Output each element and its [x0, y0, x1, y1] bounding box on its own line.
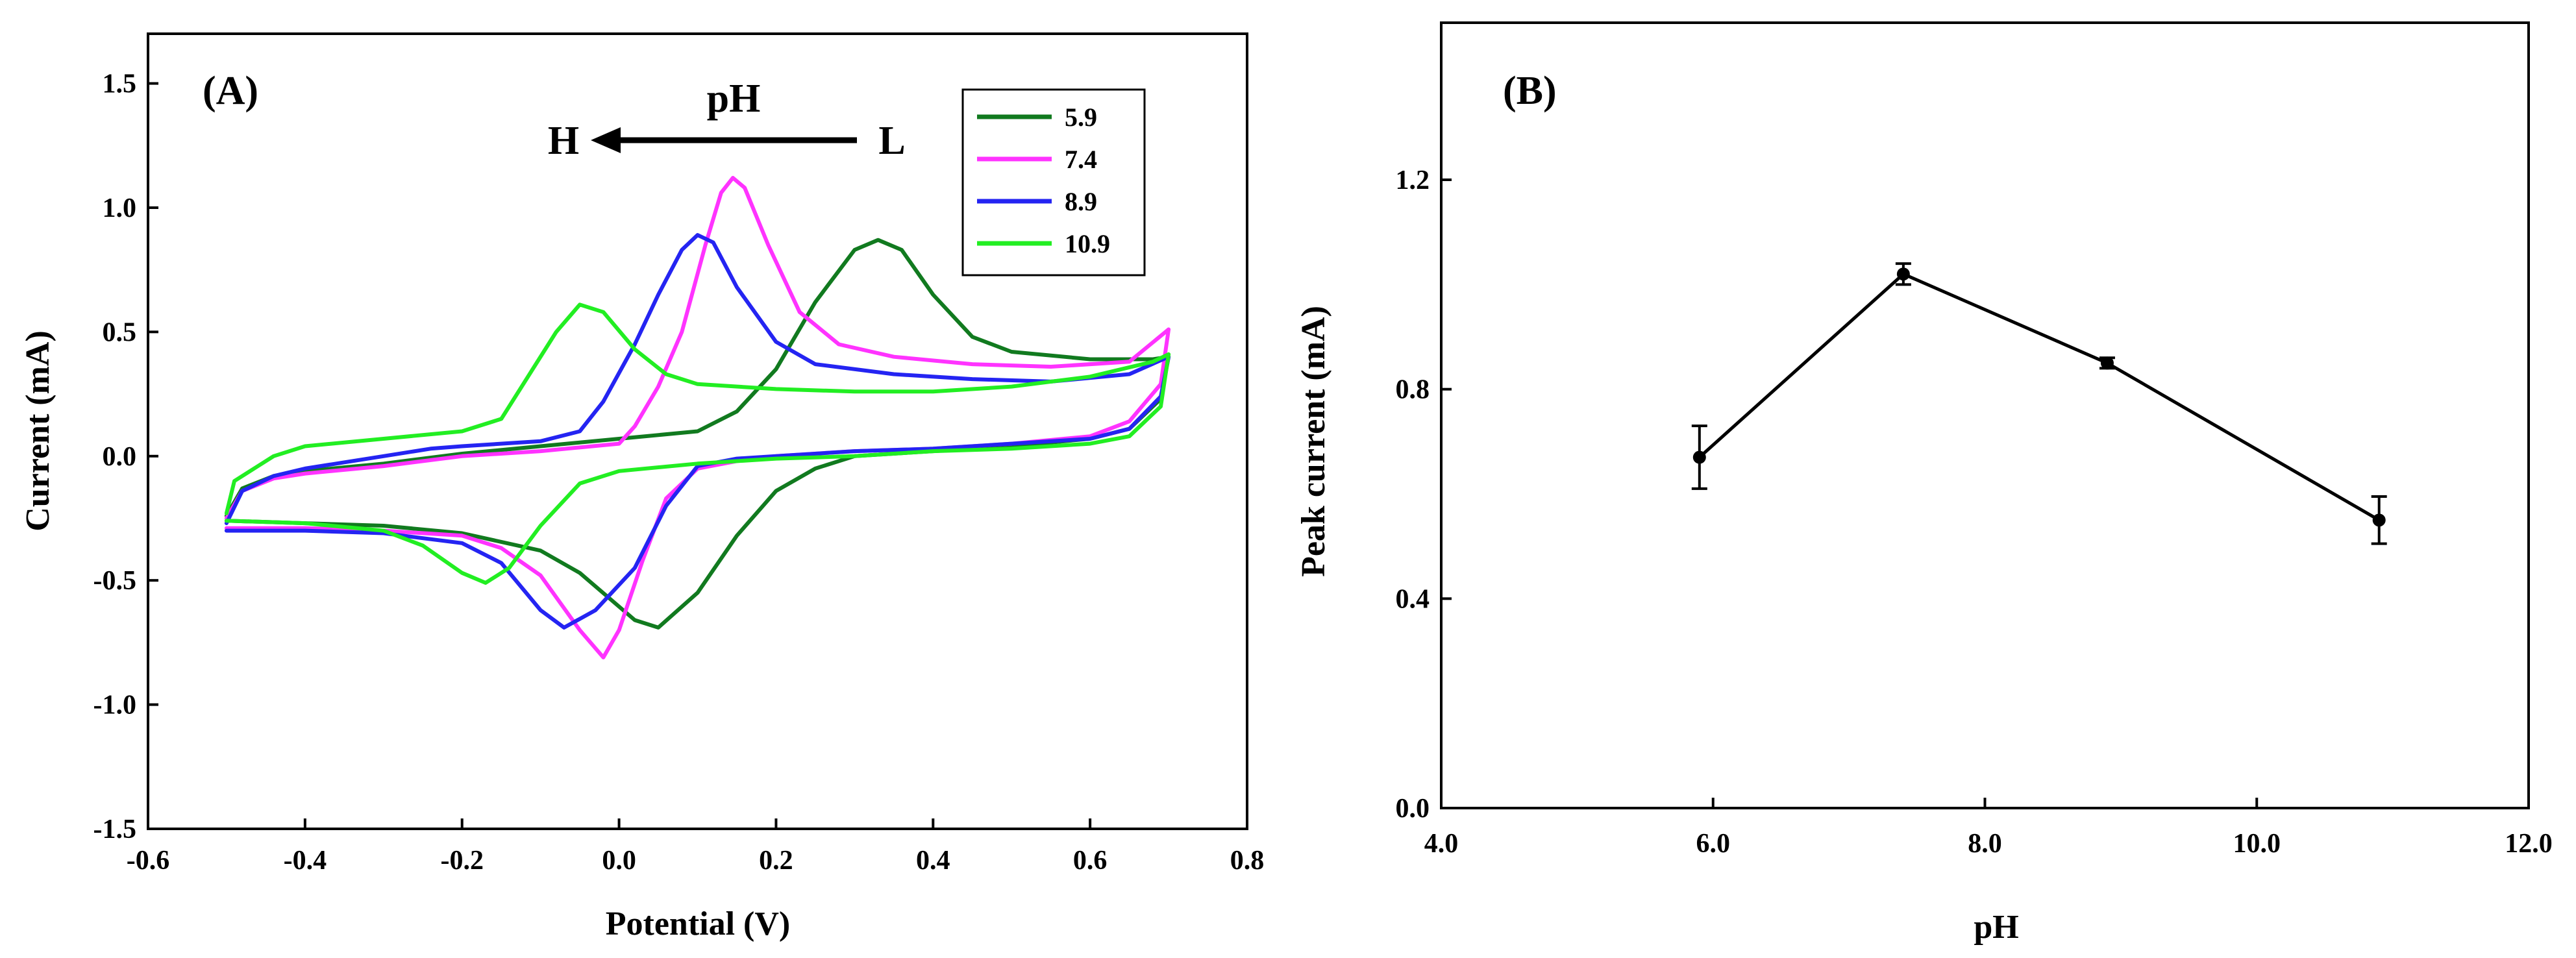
panel-a-x-ticks: -0.6 -0.4 -0.2 0.0 0.2 0.4 0.6 0.8: [127, 818, 1265, 876]
x-tick-label: 0.4: [916, 846, 950, 876]
panel-b: 0.0 0.4 0.8 1.2 4.0 6.0 8.0 10.0 12.0 (B) pH Pe…: [1295, 21, 2553, 946]
legend: 5.9 7.4 8.9 10.9: [961, 88, 1146, 276]
y-tick-label: -0.5: [93, 566, 137, 596]
y-tick-label: -1.5: [93, 815, 137, 844]
panel-b-data: [1691, 262, 2387, 545]
panel-a-x-axis-title: Potential (V): [606, 905, 790, 942]
x-tick-label: 0.8: [1230, 846, 1265, 876]
y-tick-label: 0.0: [1396, 794, 1430, 824]
ph-annotation-low-label: L: [878, 119, 905, 163]
legend-label: 7.4: [1065, 145, 1097, 174]
x-tick-label: 0.0: [602, 846, 636, 876]
x-tick-label: -0.4: [284, 846, 327, 876]
ph-direction-annotation: pH H L: [548, 77, 906, 163]
x-tick-label: 10.0: [2233, 829, 2281, 859]
legend-label: 5.9: [1065, 103, 1097, 132]
panel-b-x-ticks: 4.0 6.0 8.0 10.0 12.0: [1424, 798, 2553, 859]
x-tick-label: 4.0: [1424, 829, 1459, 859]
x-tick-label: 0.6: [1073, 846, 1108, 876]
y-tick-label: 1.5: [103, 69, 137, 99]
ph-annotation-high-label: H: [548, 119, 579, 163]
y-tick-label: 0.5: [103, 317, 137, 347]
cv-curve-ph-10-9: [224, 302, 1171, 585]
panel-b-x-axis-title: pH: [1974, 909, 2018, 946]
cv-curve-ph-5-9: [224, 238, 1171, 630]
y-tick-label: 1.0: [103, 193, 137, 223]
legend-label: 10.9: [1065, 229, 1110, 258]
x-tick-label: 0.2: [759, 846, 793, 876]
y-tick-label: -1.0: [93, 691, 137, 720]
panel-a-label: (A): [203, 69, 258, 113]
x-tick-label: 8.0: [1968, 829, 2002, 859]
x-tick-label: 12.0: [2505, 829, 2553, 859]
panel-b-plot-frame: [1440, 21, 2530, 809]
data-point: [2100, 356, 2114, 370]
ph-annotation-title: pH: [707, 77, 761, 121]
panel-a-y-ticks: -1.5 -1.0 -0.5 0.0 0.5 1.0 1.5: [93, 69, 158, 844]
ph-arrow-head-icon: [591, 127, 621, 153]
peak-current-line: [1698, 272, 2380, 522]
legend-entry: 7.4: [977, 145, 1097, 174]
panel-b-y-ticks: 0.0 0.4 0.8 1.2: [1396, 166, 1452, 824]
x-tick-label: 6.0: [1696, 829, 1731, 859]
legend-entry: 5.9: [977, 103, 1097, 132]
cv-curve-ph-7-4: [224, 176, 1171, 659]
panel-a-curves: [224, 176, 1171, 659]
panel-a-y-axis-title: Current (mA): [19, 330, 56, 532]
x-tick-label: -0.2: [440, 846, 484, 876]
legend-entry: 10.9: [977, 229, 1110, 258]
panel-b-y-axis-title: Peak current (mA): [1295, 306, 1332, 577]
panel-b-label: (B): [1503, 69, 1557, 113]
y-tick-label: 0.0: [103, 442, 137, 472]
legend-entry: 8.9: [977, 187, 1097, 216]
y-tick-label: 0.8: [1396, 375, 1430, 405]
y-tick-label: 1.2: [1396, 166, 1430, 195]
data-point: [1692, 450, 1706, 464]
data-point: [2372, 513, 2386, 527]
panel-a-plot-frame: [147, 32, 1248, 830]
panel-a: -1.5 -1.0 -0.5 0.0 0.5 1.0 1.5 -0.6 -0.4 -0.2 0.0…: [19, 32, 1265, 942]
x-tick-label: -0.6: [127, 846, 170, 876]
y-tick-label: 0.4: [1396, 584, 1430, 614]
data-point: [1896, 267, 1910, 281]
legend-label: 8.9: [1065, 187, 1097, 216]
